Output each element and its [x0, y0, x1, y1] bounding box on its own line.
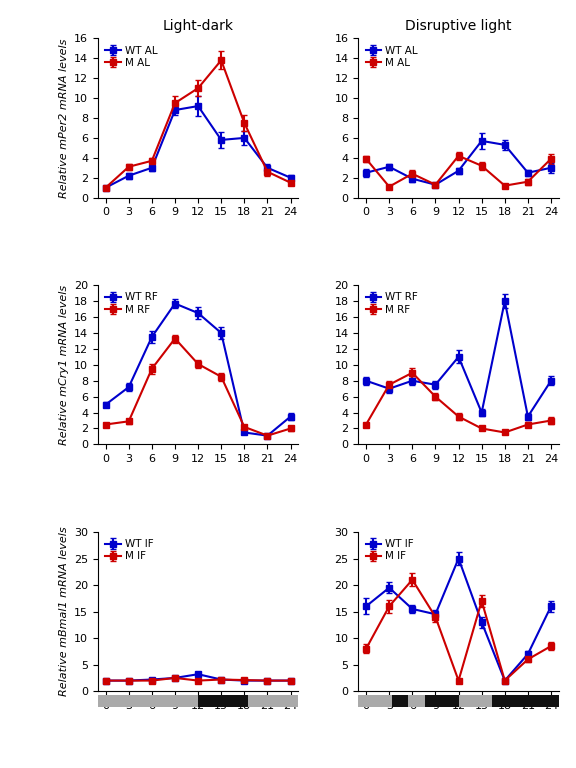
Bar — [408, 695, 425, 707]
Legend: WT AL, M AL: WT AL, M AL — [363, 44, 420, 70]
Y-axis label: Relative mCry1 mRNA levels: Relative mCry1 mRNA levels — [59, 285, 69, 445]
Legend: WT IF, M IF: WT IF, M IF — [363, 537, 416, 564]
Bar — [492, 695, 559, 707]
Bar — [425, 695, 458, 707]
Legend: WT RF, M RF: WT RF, M RF — [103, 290, 160, 316]
Bar — [358, 695, 392, 707]
Bar — [248, 695, 298, 707]
Legend: WT AL, M AL: WT AL, M AL — [103, 44, 160, 70]
Y-axis label: Relative mPer2 mRNA levels: Relative mPer2 mRNA levels — [59, 38, 69, 197]
Bar — [98, 695, 198, 707]
Bar — [458, 695, 492, 707]
Legend: WT RF, M RF: WT RF, M RF — [363, 290, 420, 316]
Legend: WT IF, M IF: WT IF, M IF — [103, 537, 156, 564]
Title: Disruptive light: Disruptive light — [406, 19, 512, 33]
Bar — [198, 695, 248, 707]
Y-axis label: Relative mBmal1 mRNA levels: Relative mBmal1 mRNA levels — [59, 527, 69, 697]
Title: Light-dark: Light-dark — [162, 19, 234, 33]
Bar — [392, 695, 408, 707]
